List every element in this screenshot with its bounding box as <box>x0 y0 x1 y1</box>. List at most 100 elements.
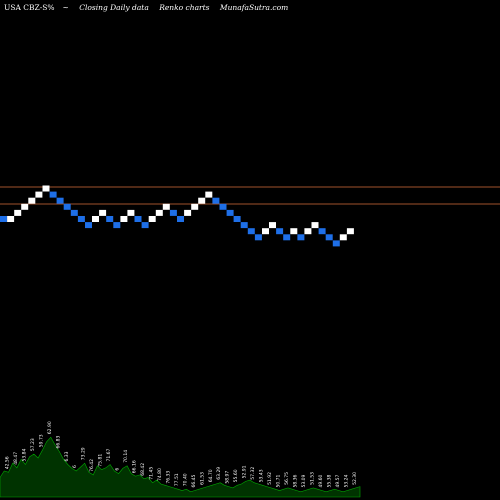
volume-label-16: 66.16 <box>132 460 138 473</box>
symbol-label: USA CBZ-S% <box>4 3 55 12</box>
renko-brick-4 <box>28 197 36 204</box>
volume-label-17: 68.42 <box>140 463 146 476</box>
renko-brick-20 <box>141 222 149 229</box>
renko-brick-18 <box>127 209 135 216</box>
renko-brick-13 <box>92 216 99 222</box>
volume-label-21: 77.51 <box>174 473 180 486</box>
volume-label-25: 64.70 <box>208 469 214 482</box>
volume-label-18: 71.45 <box>149 467 155 480</box>
renko-brick-32 <box>226 209 234 216</box>
volume-label-37: 51.53 <box>309 472 315 485</box>
renko-brick-12 <box>85 222 92 229</box>
renko-brick-22 <box>155 209 163 216</box>
renko-brick-24 <box>169 209 177 216</box>
renko-brick-48 <box>339 234 347 241</box>
volume-label-8: 6.33 <box>64 451 70 461</box>
renko-brick-14 <box>99 209 107 216</box>
renko-brick-39 <box>276 228 284 235</box>
brand-label: MunafaSutra.com <box>219 3 289 12</box>
renko-brick-45 <box>318 228 326 235</box>
renko-brick-11 <box>77 216 85 222</box>
volume-label-31: 53.43 <box>259 469 265 482</box>
volume-label-39: 55.38 <box>326 474 332 487</box>
renko-brick-27 <box>191 203 199 210</box>
renko-brick-44 <box>311 222 319 229</box>
renko-brick-33 <box>233 216 241 222</box>
renko-brick-36 <box>254 234 262 241</box>
renko-brick-47 <box>332 240 340 247</box>
volume-label-4: 57.23 <box>30 438 36 451</box>
volume-label-33: 50.71 <box>276 474 282 487</box>
renko-brick-26 <box>184 209 192 216</box>
renko-brick-2 <box>14 209 22 216</box>
volume-label-12: 75.81 <box>98 454 104 467</box>
chart-type-label: Renko charts <box>159 3 210 12</box>
volume-label-19: 74.80 <box>157 468 163 481</box>
volume-label-13: 71.67 <box>106 448 112 461</box>
volume-label-36: 53.09 <box>301 474 307 487</box>
renko-brick-15 <box>106 216 114 222</box>
renko-brick-10 <box>70 209 78 216</box>
renko-brick-43 <box>304 228 312 235</box>
volume-label-41: 53.24 <box>343 474 349 487</box>
volume-label-42: 52.30 <box>352 472 358 485</box>
renko-brick-5 <box>35 191 43 198</box>
volume-label-7: 66.83 <box>55 435 61 448</box>
volume-label-15: 70.14 <box>123 450 129 463</box>
volume-label-26: 63.29 <box>216 467 222 480</box>
volume-label-14: 6 <box>115 468 121 471</box>
renko-brick-23 <box>162 203 170 210</box>
renko-brick-30 <box>212 197 220 204</box>
volume-label-2: 48.47 <box>13 452 19 465</box>
volume-label-22: 70.40 <box>182 473 188 486</box>
volume-label-30: 57.32 <box>250 467 256 480</box>
level-lines <box>0 186 500 205</box>
renko-brick-29 <box>205 191 213 198</box>
trend-arrow: ~ <box>62 3 69 12</box>
renko-brick-0 <box>0 216 7 222</box>
volume-label-23: 66.45 <box>191 474 197 487</box>
renko-brick-34 <box>240 222 248 229</box>
renko-brick-8 <box>56 197 64 204</box>
renko-brick-31 <box>219 203 227 210</box>
volume-label-0: 45.65 <box>0 461 2 474</box>
volume-label-3: 53.84 <box>21 448 27 461</box>
renko-brick-35 <box>247 228 255 235</box>
renko-brick-37 <box>262 228 269 235</box>
interval-label: Closing Daily data <box>79 3 149 12</box>
renko-brick-42 <box>297 234 305 241</box>
renko-brick-49 <box>346 228 354 235</box>
renko-brick-41 <box>290 228 298 235</box>
volume-label-1: 42.56 <box>5 456 11 469</box>
renko-brick-40 <box>283 234 291 241</box>
chart-header: USA CBZ-S% ~ Closing Daily data Renko cha… <box>4 3 296 12</box>
volume-label-5: 59.73 <box>38 434 44 447</box>
renko-brick-17 <box>120 216 128 222</box>
volume-label-11: 76.42 <box>89 459 95 472</box>
volume-area <box>0 436 361 498</box>
volume-label-38: 49.60 <box>318 474 324 487</box>
volume-label-29: 52.91 <box>242 465 248 478</box>
renko-bricks <box>0 185 354 247</box>
renko-brick-9 <box>63 203 71 210</box>
renko-brick-21 <box>148 216 156 222</box>
renko-brick-16 <box>113 222 121 229</box>
volume-label-28: 55.60 <box>233 469 239 482</box>
volume-label-20: 76.33 <box>165 471 171 484</box>
renko-brick-1 <box>7 216 15 222</box>
volume-label-6: 62.90 <box>47 421 53 434</box>
volume-label-34: 56.75 <box>284 472 290 485</box>
renko-brick-3 <box>21 203 29 210</box>
renko-brick-19 <box>134 216 142 222</box>
renko-brick-46 <box>325 234 333 241</box>
volume-label-40: 49.57 <box>335 474 341 487</box>
renko-brick-25 <box>177 216 184 222</box>
renko-brick-7 <box>49 191 57 198</box>
volume-label-10: 73.29 <box>81 447 87 460</box>
renko-brick-6 <box>42 185 50 192</box>
volume-label-35: 58.36 <box>293 474 299 487</box>
renko-brick-28 <box>198 197 206 204</box>
volume-label-27: 58.97 <box>225 471 231 484</box>
volume-label-24: 61.53 <box>199 472 205 485</box>
